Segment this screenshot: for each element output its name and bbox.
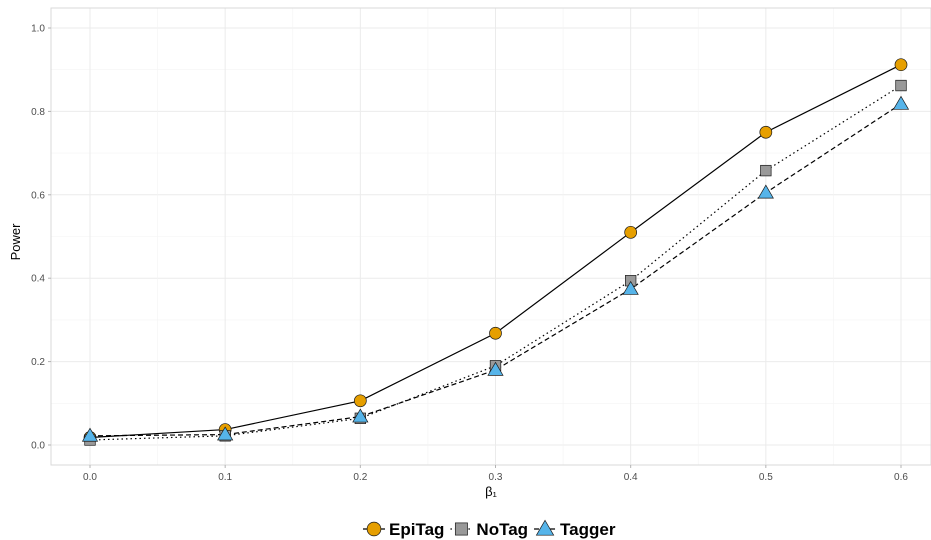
legend-label-tagger: Tagger	[560, 520, 616, 539]
data-point-tagger	[81, 427, 99, 442]
data-point-tagger	[217, 426, 234, 441]
legend-label-epitag: EpiTag	[389, 520, 444, 539]
y-axis: 0.0 0.2 0.4 0.6 0.8 1.0	[31, 24, 51, 452]
y-tick-label: 0.6	[31, 190, 45, 201]
legend-key-tagger-icon	[535, 519, 555, 536]
y-tick-label: 0.0	[31, 441, 45, 452]
legend-key-notag-icon	[454, 522, 468, 536]
data-point-tagger	[622, 280, 639, 295]
data-point-tagger	[352, 408, 369, 423]
data-point-epitag	[353, 394, 367, 408]
data-point-epitag	[489, 326, 502, 340]
series-points	[81, 58, 910, 446]
data-point-tagger	[892, 95, 910, 110]
x-tick-label: 0.2	[353, 472, 367, 483]
data-point-tagger	[757, 184, 774, 199]
legend: EpiTag NoTag Tagger	[363, 519, 616, 539]
y-tick-label: 0.4	[31, 274, 45, 285]
y-tick-label: 0.8	[31, 107, 45, 118]
x-tick-label: 0.1	[218, 472, 232, 483]
x-tick-label: 0.5	[759, 472, 773, 483]
y-axis-title: Power	[8, 223, 23, 261]
data-point-notag	[760, 164, 772, 177]
legend-label-notag: NoTag	[476, 520, 528, 539]
data-point-tagger	[487, 361, 504, 376]
x-axis: 0.0 0.1 0.2 0.3 0.4 0.5 0.6	[83, 465, 908, 483]
data-point-epitag	[624, 225, 638, 239]
x-tick-label: 0.3	[489, 472, 503, 483]
y-tick-label: 1.0	[31, 24, 45, 35]
data-point-epitag	[894, 58, 908, 72]
data-point-notag	[895, 79, 907, 92]
y-tick-label: 0.2	[31, 357, 45, 368]
plot-border	[50, 7, 931, 466]
x-tick-label: 0.0	[83, 472, 97, 483]
data-point-epitag	[759, 125, 773, 139]
x-tick-label: 0.6	[894, 472, 908, 483]
x-tick-label: 0.4	[624, 472, 638, 483]
grid	[51, 8, 931, 465]
x-axis-title: β₁	[485, 484, 497, 499]
legend-key-epitag-icon	[366, 521, 382, 537]
